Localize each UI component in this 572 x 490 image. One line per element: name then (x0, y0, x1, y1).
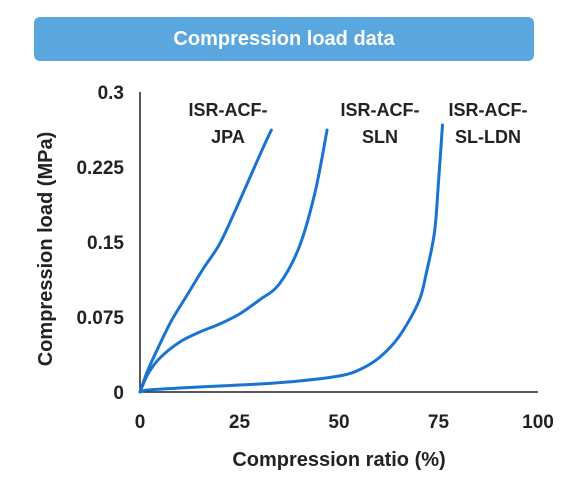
series-label-isr-acf-sln: ISR-ACF- (341, 100, 420, 120)
x-tick-label: 0 (135, 412, 146, 433)
chart-title: Compression load data (173, 27, 395, 50)
series-line-isr-acf-sl-ldn (138, 123, 444, 394)
series-label-isr-acf-sl-ldn: SL-LDN (455, 127, 521, 147)
series-label-isr-acf-sln: SLN (362, 127, 398, 147)
x-axis-label: Compression ratio (%) (232, 449, 445, 471)
chart-title-banner: Compression load data (34, 17, 534, 61)
x-tick-label: 50 (328, 412, 349, 433)
series-line-isr-acf-sln (138, 128, 329, 394)
x-tick-label: 100 (522, 412, 554, 433)
y-tick-label: 0.075 (76, 308, 124, 329)
series-label-isr-acf-sl-ldn: ISR-ACF- (449, 100, 528, 120)
y-axis-label: Compression load (MPa) (35, 132, 57, 366)
x-tick-label: 75 (428, 412, 450, 433)
y-tick-label: 0.3 (98, 83, 124, 104)
series-label-isr-acf-jpa: ISR-ACF- (189, 100, 268, 120)
x-tick-label: 25 (229, 412, 251, 433)
series-line-isr-acf-jpa (138, 128, 273, 394)
y-tick-label: 0 (113, 383, 124, 404)
y-tick-label: 0.225 (76, 158, 124, 179)
series-label-isr-acf-jpa: JPA (211, 127, 245, 147)
y-tick-label: 0.15 (87, 233, 124, 254)
